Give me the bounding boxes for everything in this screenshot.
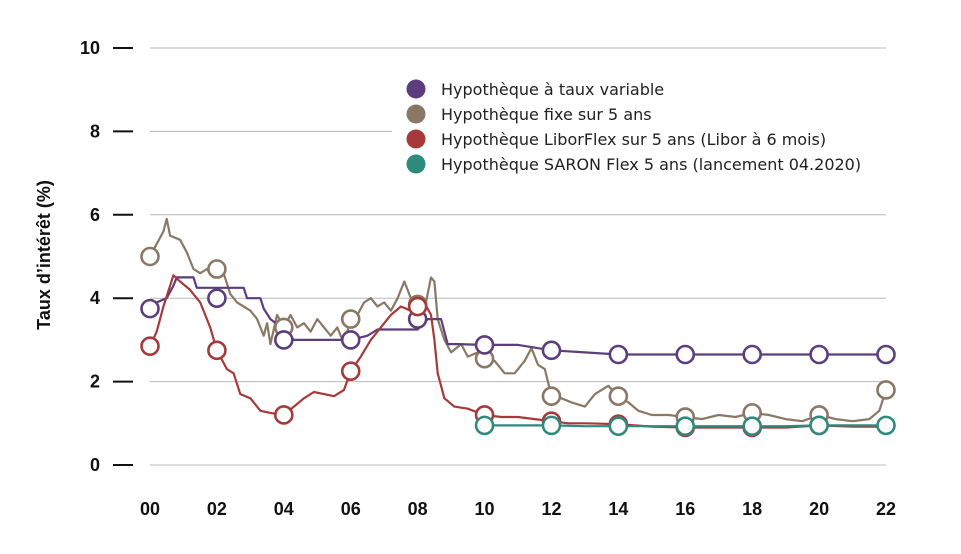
series-line-1: [149, 217, 888, 423]
legend-swatch-3: [406, 154, 426, 174]
ytick-label-10: 10: [80, 38, 100, 58]
series-1-marker-11: [876, 380, 896, 400]
xtick-label-00: 00: [140, 499, 160, 519]
y-axis: 0 2 4 6 8 10: [80, 38, 133, 475]
series-lines: [149, 217, 888, 429]
series-3-marker-4: [742, 416, 762, 437]
xtick-label-06: 06: [341, 499, 361, 519]
series-3-marker-6: [876, 415, 896, 436]
x-axis: 00 02 04 06 08 10 12 14 16 18 20 22: [140, 499, 896, 519]
ytick-label-6: 6: [90, 205, 100, 225]
xtick-label-08: 08: [408, 499, 428, 519]
legend-label-3: Hypothèque SARON Flex 5 ans (lancement 0…: [441, 155, 861, 174]
series-2-marker-1: [207, 340, 227, 361]
series-0-marker-11: [876, 344, 896, 365]
ytick-label-8: 8: [90, 121, 100, 141]
series-1-marker-3: [340, 309, 361, 329]
series-1-marker-7: [608, 386, 629, 406]
legend: Hypothèque à taux variable Hypothèque fix…: [406, 79, 861, 174]
xtick-label-18: 18: [742, 499, 762, 519]
series-line-0: [149, 276, 886, 356]
ytick-label-0: 0: [90, 455, 100, 475]
xtick-label-16: 16: [675, 499, 695, 519]
y-axis-label: Taux d’intérêt (%): [34, 180, 54, 330]
ytick-label-4: 4: [90, 288, 100, 308]
xtick-label-04: 04: [274, 499, 294, 519]
series-markers: [140, 246, 896, 438]
xtick-label-10: 10: [475, 499, 495, 519]
series-0-marker-2: [274, 330, 294, 350]
series-3-marker-1: [541, 415, 562, 436]
series-0-marker-9: [742, 344, 762, 365]
series-0-marker-6: [541, 340, 562, 361]
series-1-marker-1: [207, 259, 227, 279]
legend-swatch-0: [406, 79, 426, 99]
series-0-marker-1: [207, 288, 227, 309]
series-2-marker-0: [140, 336, 160, 356]
legend-swatch-2: [406, 129, 426, 149]
legend-label-2: Hypothèque LiborFlex sur 5 ans (Libor à …: [441, 130, 826, 149]
xtick-label-14: 14: [608, 499, 628, 519]
xtick-label-20: 20: [809, 499, 829, 519]
ytick-label-2: 2: [90, 372, 100, 392]
legend-swatch-1: [406, 104, 426, 124]
legend-label-0: Hypothèque à taux variable: [441, 80, 664, 99]
series-3-marker-3: [675, 416, 696, 437]
xtick-label-12: 12: [541, 499, 561, 519]
series-3-marker-0: [474, 415, 495, 436]
legend-background: [392, 70, 892, 188]
xtick-label-02: 02: [207, 499, 227, 519]
series-0-marker-3: [340, 330, 361, 350]
series-2-marker-4: [407, 296, 428, 317]
series-0-marker-8: [675, 344, 696, 365]
series-3-marker-5: [809, 415, 829, 436]
series-0-marker-5: [474, 335, 495, 355]
series-3-marker-2: [608, 416, 629, 437]
legend-label-1: Hypothèque fixe sur 5 ans: [441, 105, 652, 124]
xtick-label-22: 22: [876, 499, 896, 519]
series-0-marker-0: [140, 298, 160, 319]
series-0-marker-7: [608, 344, 629, 365]
series-2-marker-3: [340, 361, 361, 381]
series-1-marker-6: [541, 386, 562, 406]
series-0-marker-10: [809, 344, 829, 365]
series-1-marker-0: [140, 246, 160, 267]
series-2-marker-2: [274, 405, 294, 425]
